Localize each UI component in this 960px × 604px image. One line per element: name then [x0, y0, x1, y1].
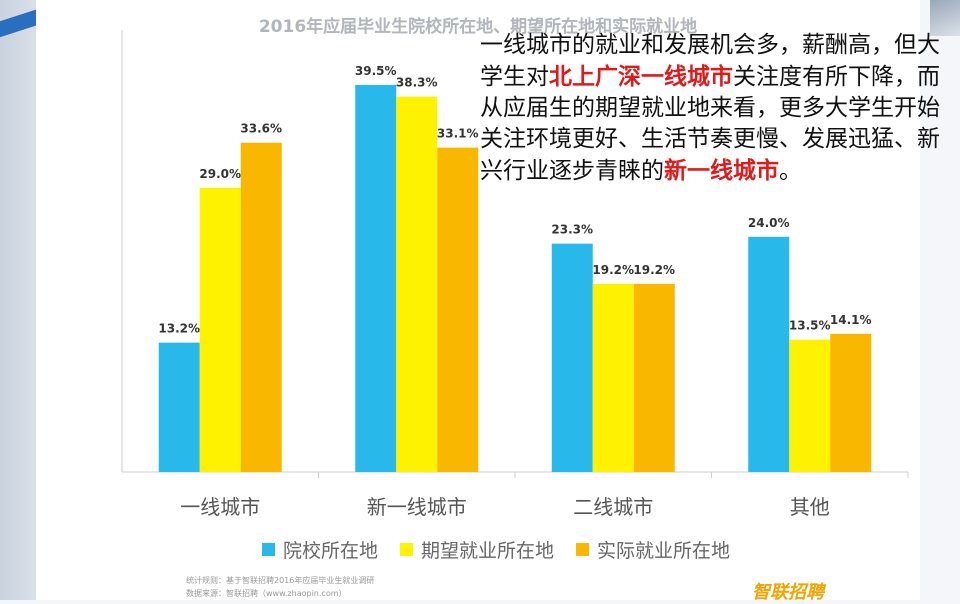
- annotation-text: 一线城市的就业和发展机会多，薪酬高，但大学生对北上广深一线城市关注度有所下降，而…: [480, 30, 950, 187]
- data-label: 33.6%: [240, 122, 282, 136]
- bar: [199, 187, 241, 473]
- chart-slide: 2016年应届毕业生院校所在地、期望所在地和实际就业地 13.2% 29.0% 33…: [36, 0, 920, 603]
- bar: [748, 236, 790, 472]
- legend-swatch: [400, 543, 414, 556]
- legend-label: 期望就业所在地: [421, 540, 555, 562]
- x-tick-label: 一线城市: [180, 495, 260, 519]
- bar: [633, 283, 675, 472]
- bar: [158, 342, 200, 472]
- data-label: 39.5%: [355, 64, 397, 78]
- x-tick-label: 新一线城市: [367, 495, 467, 519]
- note-text: 一线城市的就业和发展机会多，薪酬高，但大学生对: [480, 32, 940, 90]
- data-label: 14.1%: [830, 313, 872, 327]
- note-text: 关注度有所下降，而从应届生的期望就业地来看，更多大学生开始关注环境更好、生活节奏…: [480, 64, 940, 184]
- bar: [551, 243, 593, 472]
- note-highlight: 新一线城市: [664, 157, 779, 184]
- note-text: 。: [779, 158, 802, 184]
- legend-swatch: [576, 543, 590, 556]
- bar: [789, 339, 831, 472]
- data-label: 29.0%: [199, 167, 241, 181]
- x-tick-label: 二线城市: [573, 495, 653, 519]
- data-label: 23.3%: [551, 223, 593, 237]
- legend-label: 院校所在地: [283, 540, 379, 562]
- legend-label: 实际就业所在地: [597, 540, 731, 562]
- brand-name: 智联招聘: [752, 582, 824, 603]
- legend-item-3: 实际就业所在地: [576, 536, 730, 563]
- bar: [355, 84, 397, 473]
- data-label: 24.0%: [748, 216, 790, 230]
- note-highlight: 北上广深一线城市: [549, 63, 733, 90]
- data-label: 38.3%: [396, 76, 438, 90]
- data-label: 13.2%: [158, 322, 200, 336]
- legend-item-2: 期望就业所在地: [400, 536, 554, 563]
- bar: [830, 333, 872, 472]
- legend-swatch: [262, 543, 275, 556]
- footer-source: 数据来源：智联招聘（www.zhaopin.com）: [186, 589, 347, 598]
- bar: [437, 147, 479, 472]
- data-label: 33.1%: [437, 127, 479, 141]
- chart-legend: 院校所在地 期望就业所在地 实际就业所在地: [262, 536, 730, 563]
- x-tick-label: 其他: [790, 495, 830, 519]
- bar: [240, 142, 282, 472]
- data-label: 13.5%: [789, 319, 831, 333]
- brand-logo: 智联招聘: [752, 578, 824, 604]
- legend-item-1: 院校所在地: [262, 536, 378, 563]
- chart-title: 2016年应届毕业生院校所在地、期望所在地和实际就业地: [258, 17, 698, 37]
- bar: [396, 96, 438, 472]
- data-label: 19.2%: [592, 263, 634, 277]
- bar-chart: 13.2% 29.0% 33.6% 一线城市 39.5%38.3% 33.1% 新一线城市 2…: [121, 30, 909, 519]
- data-label: 19.2%: [633, 263, 675, 277]
- bar: [592, 283, 634, 472]
- footer-rule: 统计规则：基于智联招聘2016年应届毕业生就业调研: [186, 576, 375, 585]
- decorative-corner: [930, 0, 960, 36]
